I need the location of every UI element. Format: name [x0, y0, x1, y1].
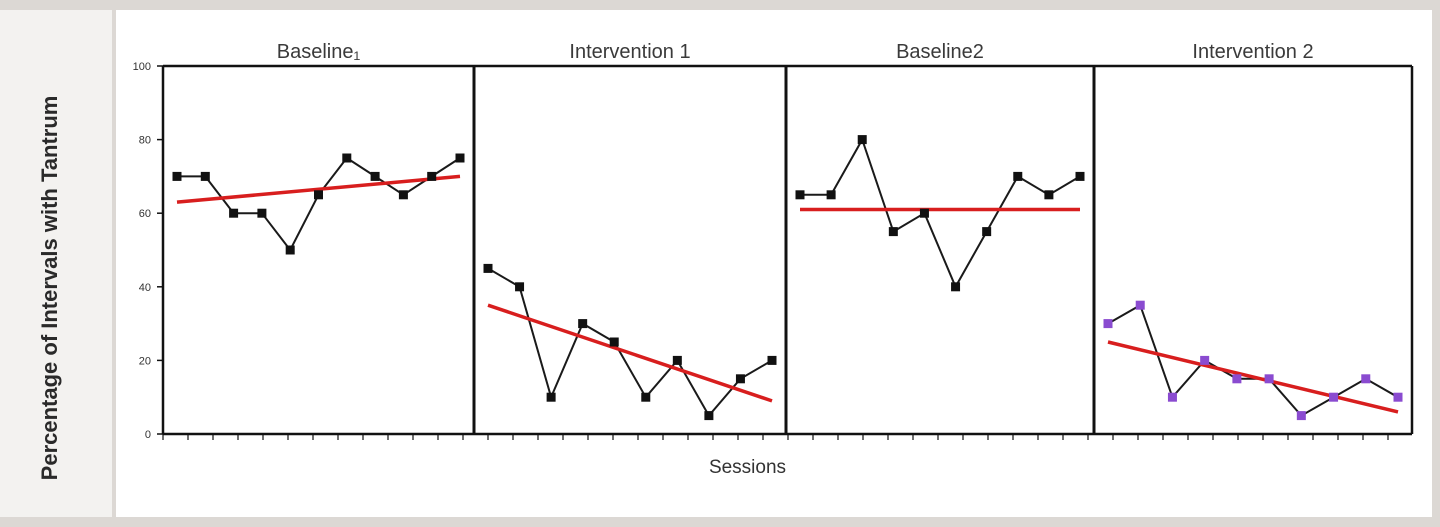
data-point	[1013, 171, 1023, 181]
data-point	[370, 171, 380, 181]
data-point	[546, 392, 556, 402]
data-point	[672, 355, 682, 365]
data-point	[982, 227, 992, 237]
data-point	[1264, 374, 1274, 384]
data-point	[172, 171, 182, 181]
data-point	[342, 153, 352, 163]
phase-title: Baseline₁	[277, 41, 361, 63]
y-tick-label: 40	[139, 282, 151, 294]
data-point	[1393, 392, 1403, 402]
data-point	[641, 392, 651, 402]
y-tick-label: 20	[139, 355, 151, 367]
y-tick-label: 60	[139, 208, 151, 220]
data-point	[1296, 411, 1306, 421]
data-point	[1200, 355, 1210, 365]
data-point	[1167, 392, 1177, 402]
data-point	[314, 190, 323, 200]
data-point	[609, 337, 619, 347]
data-point	[1075, 171, 1085, 181]
phase-title: Intervention 2	[1192, 41, 1313, 63]
chart-panel	[116, 10, 1432, 517]
y-tick-label: 80	[139, 135, 151, 147]
series-line	[177, 156, 461, 252]
data-point	[398, 190, 408, 200]
y-axis-label-strip: Percentage of Intervals with Tantrum	[0, 10, 112, 517]
data-point	[826, 190, 836, 200]
data-point	[578, 319, 588, 329]
data-point	[1361, 374, 1371, 384]
series-line	[487, 267, 773, 418]
data-point	[1232, 374, 1242, 384]
y-tick-label: 100	[133, 61, 151, 73]
series-line	[1107, 303, 1399, 417]
y-tick-label: 0	[145, 429, 151, 441]
data-point	[1103, 319, 1113, 329]
data-point	[919, 208, 929, 218]
data-point	[427, 171, 437, 181]
data-point	[229, 208, 239, 218]
trend-line	[487, 303, 773, 403]
data-point	[888, 227, 898, 237]
data-point	[515, 282, 525, 292]
data-point	[704, 411, 714, 421]
data-point	[257, 208, 267, 218]
trend-line	[1107, 340, 1399, 414]
data-point	[1044, 190, 1054, 200]
data-point	[455, 153, 465, 163]
data-point	[483, 263, 493, 273]
data-point	[857, 135, 867, 145]
data-point	[735, 374, 745, 384]
data-point	[951, 282, 961, 292]
phase-title: Intervention 1	[569, 41, 690, 63]
x-axis-label: Sessions	[709, 457, 786, 478]
data-point	[1135, 300, 1145, 310]
data-point	[1329, 392, 1339, 402]
data-point	[795, 190, 805, 200]
trend-line	[176, 174, 461, 204]
phase-title: Baseline2	[896, 41, 984, 63]
data-point	[767, 355, 777, 365]
data-point	[200, 171, 210, 181]
data-point	[285, 245, 295, 255]
series-line	[800, 137, 1081, 290]
